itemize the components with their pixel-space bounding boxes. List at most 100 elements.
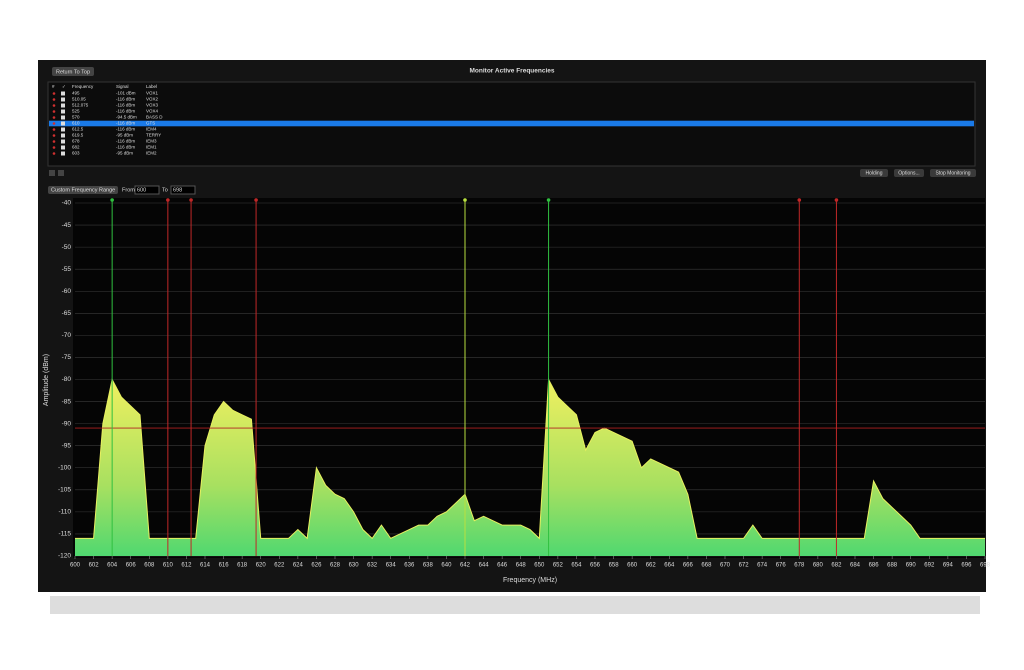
cell: -95 dBm [116, 133, 133, 138]
checkbox[interactable] [61, 115, 65, 120]
x-tick-label: 652 [553, 563, 564, 569]
status-dot [52, 104, 56, 107]
status-dot [52, 110, 56, 113]
button-label[interactable]: Stop Monitoring [935, 170, 970, 176]
y-tick-label: -40 [62, 200, 72, 207]
marker-head [110, 198, 114, 202]
plot: -40 -45 -50 -55 -60 -65 -70 -75 -80 -85 -90 -95 -100… [58, 198, 991, 569]
to-value[interactable]: 698 [173, 187, 182, 193]
cell: GTS [146, 121, 155, 126]
cell: TERRY [146, 133, 161, 138]
cell: -101 dBm [116, 91, 136, 96]
x-tick-label: 622 [274, 563, 285, 569]
x-tick-label: 612 [181, 563, 192, 569]
x-tick-label: 604 [107, 563, 118, 569]
cell: -116 dBm [116, 127, 135, 132]
x-tick-label: 644 [479, 563, 490, 569]
marker-head [546, 198, 551, 202]
x-tick-label: 654 [571, 563, 582, 569]
x-tick-label: 620 [256, 563, 267, 569]
cell: 610 [72, 121, 80, 126]
x-tick-label: 680 [813, 563, 824, 569]
status-dot [52, 116, 56, 119]
button-label[interactable]: Options... [898, 170, 919, 176]
range-select[interactable] [48, 186, 118, 194]
y-tick-label: -85 [62, 398, 72, 405]
y-axis-title: Amplitude (dBm) [43, 354, 50, 406]
status-dot [52, 98, 56, 101]
x-tick-label: 674 [757, 563, 768, 569]
add-button[interactable] [49, 170, 55, 176]
remove-button[interactable] [58, 170, 64, 176]
cell: VOX1 [146, 91, 159, 96]
x-tick-label: 684 [850, 563, 861, 569]
status-dot [52, 92, 56, 95]
cell: 570 [72, 115, 80, 120]
cell: -116 dBm [116, 121, 135, 126]
checkbox[interactable] [61, 127, 65, 132]
x-tick-label: 638 [423, 563, 434, 569]
y-tick-label: -65 [62, 310, 72, 317]
y-tick-label: -90 [62, 420, 72, 427]
y-tick-label: -75 [62, 354, 72, 361]
checkbox[interactable] [61, 121, 65, 126]
checkbox[interactable] [61, 97, 65, 102]
x-tick-label: 646 [497, 563, 508, 569]
checkbox[interactable] [61, 133, 65, 138]
checkbox[interactable] [61, 91, 65, 96]
x-tick-label: 602 [89, 563, 100, 569]
cell: BASS D [146, 115, 163, 120]
checkbox[interactable] [61, 151, 65, 156]
cell: -95 dBm [116, 151, 133, 156]
checkbox[interactable] [61, 145, 65, 150]
x-tick-label: 648 [516, 563, 527, 569]
table-body: # ✓ Frequency Signal Label 495 -101 dBm VOX1 510… [49, 84, 974, 156]
cell: 510.05 [72, 97, 86, 102]
cell: 678 [72, 139, 80, 144]
x-tick-label: 618 [237, 563, 248, 569]
shadow [50, 596, 980, 614]
checkbox[interactable] [61, 109, 65, 114]
marker-head [463, 198, 467, 202]
x-tick-label: 682 [831, 563, 842, 569]
from-value[interactable]: 600 [137, 187, 146, 193]
button[interactable] [930, 169, 976, 177]
y-tick-label: -100 [58, 464, 71, 471]
button-label[interactable]: Holding [866, 170, 883, 176]
y-tick-label: -55 [62, 266, 72, 273]
x-tick-label: 650 [534, 563, 545, 569]
title: Monitor Active Frequencies [470, 68, 555, 75]
x-tick-label: 696 [961, 563, 972, 569]
x-tick-label: 600 [70, 563, 81, 569]
range-mode[interactable]: Custom Frequency Range [51, 187, 115, 193]
cell: 682 [72, 145, 80, 150]
back-button[interactable] [52, 67, 94, 76]
cell: IEM3 [146, 139, 157, 144]
cell: -116 dBm [116, 109, 135, 114]
cell: VOX4 [146, 109, 159, 114]
y-tick-label: -115 [58, 531, 71, 538]
x-tick-label: 610 [163, 563, 174, 569]
cell: 512.075 [72, 103, 89, 108]
x-tick-label: 636 [404, 563, 415, 569]
button[interactable] [894, 169, 924, 177]
x-tick-label: 690 [906, 563, 917, 569]
x-tick-label: 626 [311, 563, 322, 569]
checkbox[interactable] [61, 103, 65, 108]
x-tick-label: 664 [664, 563, 675, 569]
x-tick-label: 670 [720, 563, 731, 569]
from-input[interactable] [134, 185, 160, 195]
marker-head [797, 198, 802, 202]
back-button-label[interactable]: Return To Top [56, 69, 90, 75]
marker-head [834, 198, 839, 202]
y-tick-label: -95 [62, 442, 72, 449]
status-dot [52, 134, 56, 137]
to-label: To [162, 187, 168, 193]
checkbox[interactable] [61, 139, 65, 144]
status-dot [52, 146, 56, 149]
cell: -116 dBm [116, 103, 135, 108]
cell: IEM2 [146, 151, 157, 156]
to-input[interactable] [170, 185, 196, 195]
button[interactable] [860, 169, 888, 177]
